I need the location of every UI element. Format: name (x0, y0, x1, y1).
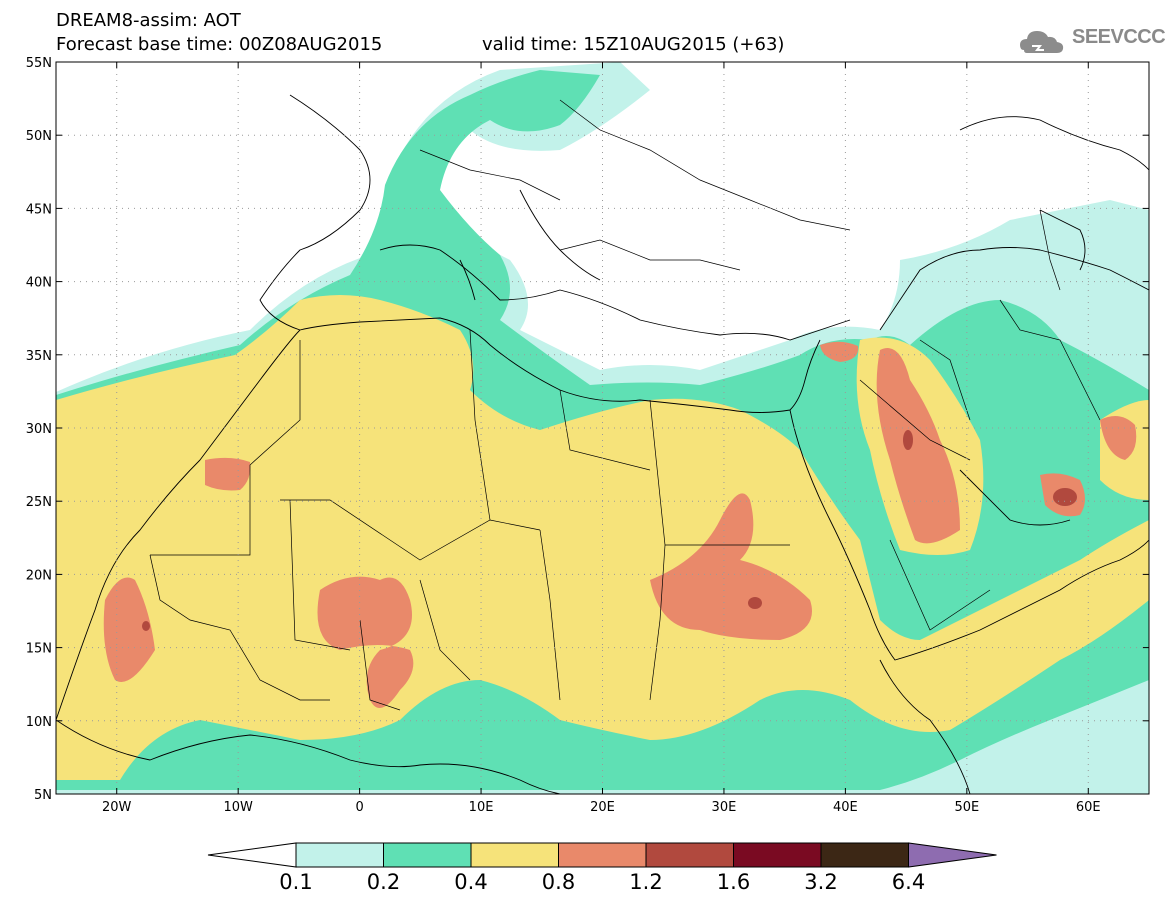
colorbar (207, 842, 997, 868)
coastlines (56, 94, 1149, 794)
axis-tick-labels: 20W 10W 0 10E 20E 30E 40E 50E 60E 55N 50N 45N 40N 35N… (26, 56, 1101, 815)
y-tick-label: 45N (26, 202, 52, 217)
y-tick-label: 55N (26, 56, 52, 71)
y-tick-label: 25N (26, 495, 52, 510)
x-tick-label: 40E (833, 800, 858, 815)
aot-level-0.8-lebanon (820, 341, 859, 362)
colorbar-swatch (645, 842, 734, 868)
y-tick-label: 10N (26, 715, 52, 730)
colorbar-label: 1.2 (629, 870, 663, 894)
x-tick-label: 30E (712, 800, 737, 815)
aot-level-0.8-sudan (650, 493, 812, 640)
aot-level-1.2-senegal (142, 621, 150, 631)
colorbar-swatch (470, 842, 559, 868)
colorbar-swatch (558, 842, 647, 868)
y-tick-label: 50N (26, 129, 52, 144)
colorbar-label: 0.2 (366, 870, 401, 894)
x-tick-label: 0 (355, 800, 363, 815)
y-tick-label: 35N (26, 349, 52, 364)
colorbar-label: 0.4 (454, 870, 488, 894)
axis-ticks (56, 61, 1149, 795)
y-tick-label: 30N (26, 422, 52, 437)
aot-level-0.4 (56, 295, 1149, 780)
map-title: DREAM8-assim: AOT (56, 10, 241, 31)
colorbar-label: 1.6 (716, 870, 751, 894)
colorbar-swatch (383, 842, 472, 868)
colorbar-label: 3.2 (804, 870, 838, 894)
y-tick-label: 20N (26, 568, 52, 583)
aot-level-1.2-oman (1053, 488, 1077, 506)
forecast-base-time: Forecast base time: 00Z08AUG2015 (56, 34, 383, 55)
aot-level-0.8-morocco (205, 457, 251, 491)
colorbar-high-extension (908, 842, 997, 868)
graticule (56, 62, 1149, 794)
aot-level-0.8-iran-east (1100, 416, 1137, 460)
colorbar-label: 0.1 (279, 870, 313, 894)
colorbar-swatch (295, 842, 384, 868)
colorbar-swatch (733, 842, 822, 868)
colorbar-swatch (820, 842, 909, 868)
y-tick-label: 15N (26, 642, 52, 657)
x-tick-label: 60E (1076, 800, 1101, 815)
y-tick-label: 40N (26, 276, 52, 291)
x-tick-label: 10E (469, 800, 494, 815)
colorbar-label: 6.4 (891, 870, 926, 894)
aot-level-0.8-mali (317, 576, 414, 708)
aot-level-1.2-iraq (903, 430, 913, 450)
y-tick-label: 5N (34, 788, 52, 803)
x-tick-label: 20E (590, 800, 615, 815)
x-tick-label: 20W (102, 800, 132, 815)
aot-level-0.8-senegal (103, 577, 155, 682)
valid-time: valid time: 15Z10AUG2015 (+63) (482, 34, 785, 55)
aot-level-0.8-iraq (876, 348, 960, 544)
x-tick-label: 10W (223, 800, 253, 815)
logo-text: SEEVCCC (1072, 26, 1165, 48)
aot-field (56, 62, 1149, 794)
aot-level-1.2-sudan (748, 597, 762, 609)
colorbar-label: 0.8 (541, 870, 576, 894)
x-tick-label: 50E (954, 800, 979, 815)
colorbar-low-extension (207, 842, 297, 868)
country-borders (149, 99, 1101, 711)
cloud-logo-icon (1020, 31, 1064, 53)
